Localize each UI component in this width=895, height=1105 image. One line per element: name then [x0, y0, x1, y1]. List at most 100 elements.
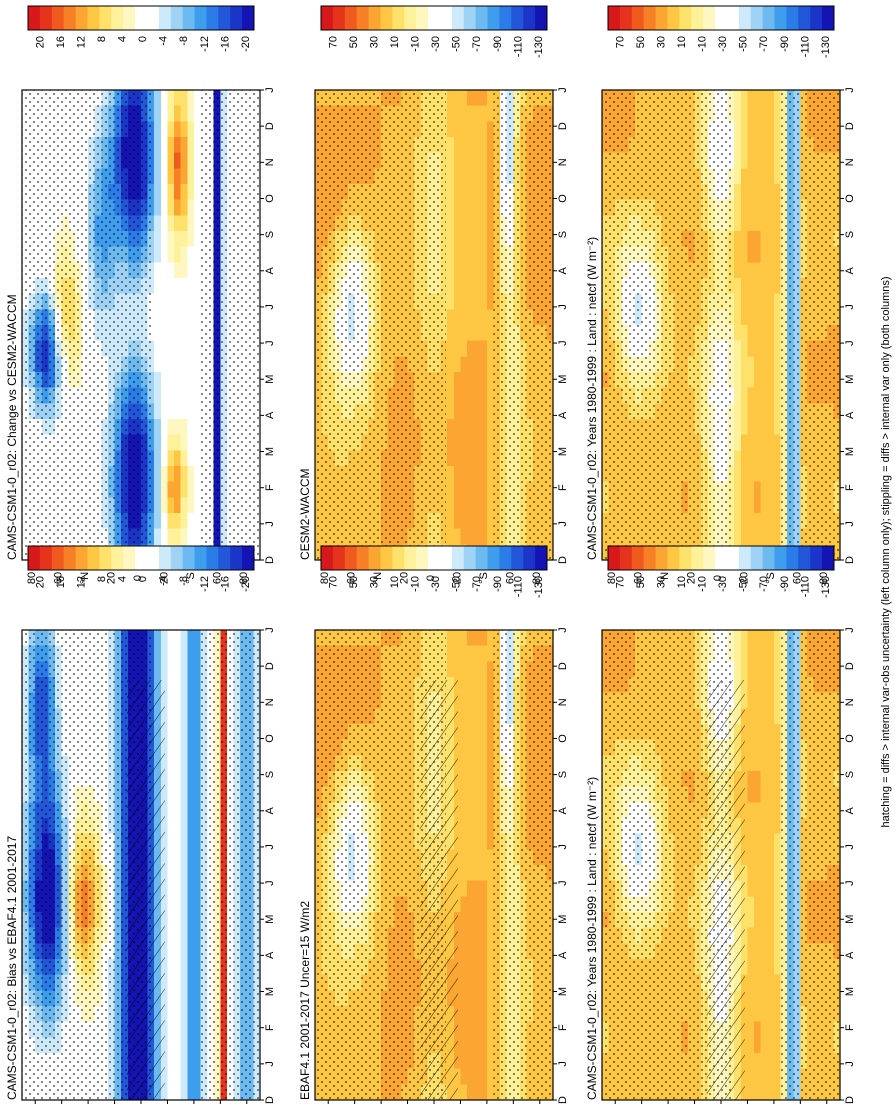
heatmap-cell	[773, 184, 782, 201]
heatmap-cell	[734, 356, 742, 373]
colorbar-tick-label: -110	[799, 576, 811, 597]
heatmap-cell	[760, 1006, 768, 1023]
heatmap-cell	[486, 1006, 495, 1023]
heatmap-cell	[740, 419, 749, 436]
heatmap-cell	[754, 630, 762, 647]
heatmap-cell	[760, 293, 768, 310]
colorbar-swatch	[451, 6, 465, 30]
heatmap-cell	[486, 278, 495, 295]
heatmap-cell	[180, 121, 188, 138]
heatmap-cell	[460, 372, 468, 389]
heatmap-cell	[447, 184, 455, 201]
heatmap-cell	[734, 497, 742, 514]
heatmap-cell	[767, 724, 775, 741]
heatmap-cell	[747, 771, 755, 788]
heatmap-cell	[467, 771, 475, 788]
heatmap-cell	[460, 708, 468, 725]
colorbar-tick-label: 10	[389, 36, 401, 48]
colorbar-tick-label: 30	[369, 576, 381, 588]
heatmap-cell	[480, 325, 488, 342]
stippling-overlay	[493, 630, 553, 1100]
heatmap-cell	[734, 528, 742, 545]
heatmap-cell	[734, 168, 742, 185]
heatmap-cell	[754, 1021, 762, 1038]
heatmap-cell	[773, 786, 782, 803]
heatmap-cell	[480, 246, 488, 263]
heatmap-cell	[773, 481, 782, 498]
heatmap-cell	[480, 387, 488, 404]
colorbar-swatch	[691, 546, 704, 570]
heatmap-cell	[473, 833, 481, 850]
heatmap-cell	[734, 246, 742, 263]
heatmap-cell	[480, 481, 488, 498]
heatmap-cell	[486, 865, 495, 882]
heatmap-cell	[767, 630, 775, 647]
heatmap-cell	[486, 497, 495, 514]
heatmap-cell	[747, 199, 755, 216]
heatmap-cell	[473, 959, 481, 976]
heatmap-cell	[447, 168, 455, 185]
heatmap-cell	[754, 246, 762, 263]
heatmap-cell	[453, 278, 462, 295]
heatmap-cell	[473, 1053, 481, 1070]
latitude-tick-label: 60	[346, 572, 358, 584]
colorbar-swatch	[487, 6, 500, 30]
heatmap-cell	[473, 943, 481, 960]
month-tick-label: J	[557, 627, 569, 633]
heatmap-cell	[180, 90, 188, 107]
heatmap-cell	[747, 661, 755, 678]
heatmap-cell	[747, 645, 755, 662]
heatmap-cell	[174, 105, 182, 122]
heatmap-cell	[486, 90, 495, 107]
heatmap-cell	[747, 739, 755, 756]
heatmap-cell	[473, 880, 481, 897]
heatmap-cell	[453, 293, 462, 310]
heatmap-cell	[747, 974, 755, 991]
heatmap-cell	[760, 403, 768, 420]
heatmap-cell	[473, 927, 481, 944]
colorbar-tick-label: -90	[779, 36, 791, 52]
heatmap-cell	[473, 865, 481, 882]
heatmap-cell	[740, 293, 749, 310]
heatmap-cell	[747, 708, 755, 725]
heatmap-cell	[480, 739, 488, 756]
colorbar-swatch	[679, 546, 692, 570]
heatmap-cell	[734, 121, 742, 138]
latitude-tick-label: 20	[738, 572, 750, 584]
heatmap-cell	[754, 466, 762, 483]
heatmap-cell	[473, 121, 481, 138]
colorbar-swatch	[523, 6, 536, 30]
heatmap-cell	[747, 1053, 755, 1070]
heatmap-cell	[467, 943, 475, 960]
heatmap-cell	[740, 372, 749, 389]
month-tick-label: M	[557, 915, 569, 924]
latitude-tick-label: 80	[531, 572, 543, 584]
heatmap-cell	[740, 661, 749, 678]
heatmap-cell	[773, 497, 782, 514]
heatmap-cell	[467, 1084, 475, 1101]
heatmap-cell	[453, 450, 462, 467]
heatmap-cell	[754, 974, 762, 991]
colorbar-swatch	[738, 546, 752, 570]
heatmap-cell	[486, 708, 495, 725]
heatmap-cell	[480, 497, 488, 514]
heatmap-cell	[773, 708, 782, 725]
heatmap-cell	[180, 215, 188, 232]
heatmap-cell	[460, 974, 468, 991]
heatmap-cell	[447, 246, 455, 263]
heatmap-cell	[467, 278, 475, 295]
heatmap-cell	[747, 959, 755, 976]
heatmap-cell	[467, 356, 475, 373]
heatmap-cell	[760, 802, 768, 819]
heatmap-cell	[747, 1037, 755, 1054]
colorbar-swatch	[619, 546, 633, 570]
heatmap-cell	[754, 724, 762, 741]
heatmap-cell	[486, 199, 495, 216]
heatmap-cell	[747, 340, 755, 357]
heatmap-cell	[767, 340, 775, 357]
heatmap-cell	[480, 724, 488, 741]
panel-top-left: DJFMAMJJASONDJ8060°N20020°S6080CAMS-CSM1…	[585, 545, 856, 1104]
heatmap-cell	[486, 896, 495, 913]
